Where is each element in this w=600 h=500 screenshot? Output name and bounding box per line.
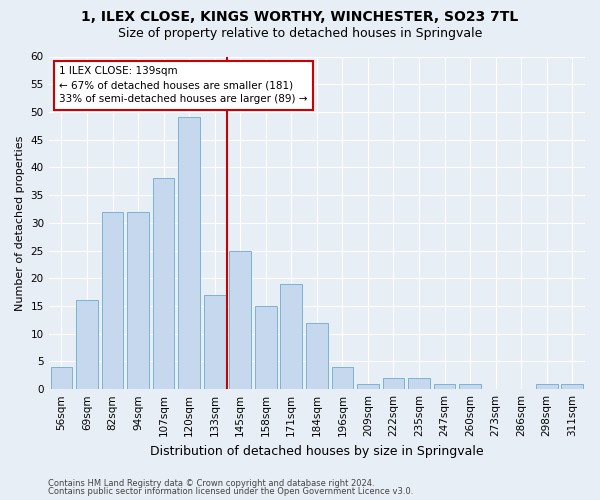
Text: Size of property relative to detached houses in Springvale: Size of property relative to detached ho… xyxy=(118,28,482,40)
Bar xyxy=(383,378,404,389)
Bar xyxy=(50,367,72,389)
Text: Contains HM Land Registry data © Crown copyright and database right 2024.: Contains HM Land Registry data © Crown c… xyxy=(48,478,374,488)
Bar xyxy=(459,384,481,389)
X-axis label: Distribution of detached houses by size in Springvale: Distribution of detached houses by size … xyxy=(150,444,484,458)
Bar xyxy=(306,322,328,389)
Text: 1, ILEX CLOSE, KINGS WORTHY, WINCHESTER, SO23 7TL: 1, ILEX CLOSE, KINGS WORTHY, WINCHESTER,… xyxy=(82,10,518,24)
Bar xyxy=(101,212,124,389)
Y-axis label: Number of detached properties: Number of detached properties xyxy=(15,135,25,310)
Bar xyxy=(127,212,149,389)
Bar xyxy=(229,250,251,389)
Bar xyxy=(280,284,302,389)
Bar xyxy=(76,300,98,389)
Bar xyxy=(178,118,200,389)
Text: 1 ILEX CLOSE: 139sqm
← 67% of detached houses are smaller (181)
33% of semi-deta: 1 ILEX CLOSE: 139sqm ← 67% of detached h… xyxy=(59,66,308,104)
Bar xyxy=(408,378,430,389)
Bar xyxy=(204,295,226,389)
Bar xyxy=(332,367,353,389)
Bar xyxy=(255,306,277,389)
Bar xyxy=(562,384,583,389)
Text: Contains public sector information licensed under the Open Government Licence v3: Contains public sector information licen… xyxy=(48,487,413,496)
Bar xyxy=(153,178,175,389)
Bar xyxy=(434,384,455,389)
Bar xyxy=(536,384,557,389)
Bar xyxy=(357,384,379,389)
